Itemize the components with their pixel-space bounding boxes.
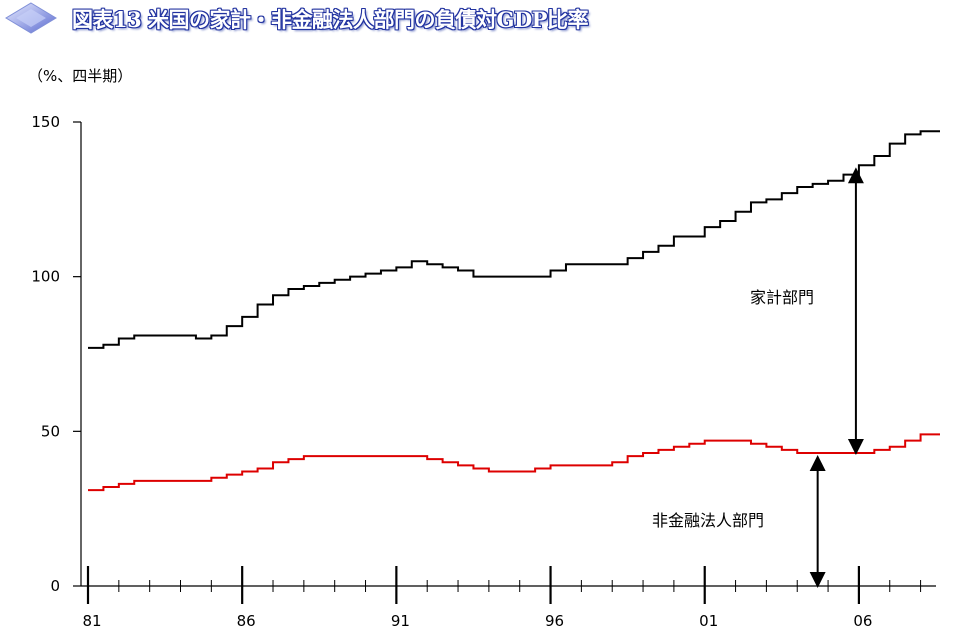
x-tick-label: 91 [391,612,410,627]
axes [80,122,936,587]
x-tick-label: 96 [545,612,564,627]
x-tick-label: 01 [699,612,718,627]
chart-header: 図表13 米国の家計・非金融法人部門の負債対GDP比率 [0,0,963,46]
y-tick-label: 150 [31,113,60,131]
household-label: 家計部門 [750,288,814,307]
series-layer [88,130,940,492]
x-tick-label: 86 [237,612,256,627]
chart-title: 図表13 米国の家計・非金融法人部門の負債対GDP比率 [72,7,588,32]
x-tick-label: 81 [82,612,101,627]
corporate-series-line [88,433,940,492]
diamond-logo-icon [5,2,57,34]
corporate-label: 非金融法人部門 [652,511,764,530]
household-series-line [88,130,940,349]
y-tick-label: 0 [50,577,60,595]
y-tick-label: 100 [31,268,60,286]
y-ticks: 0 50 100 150 [31,113,81,595]
unit-label: （%、四半期） [28,67,133,85]
x-tick-label: 06 [853,612,872,627]
y-tick-label: 50 [41,422,60,440]
x-ticks: 81 86 91 96 01 06 [82,566,922,627]
